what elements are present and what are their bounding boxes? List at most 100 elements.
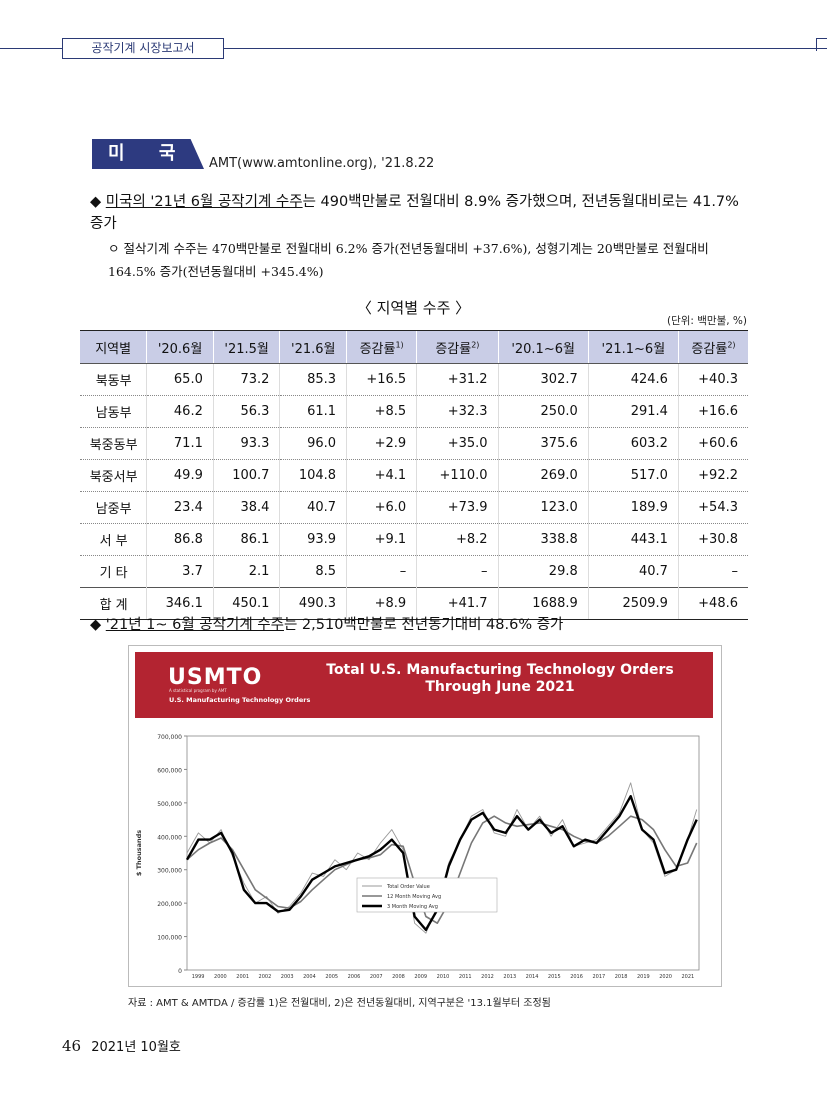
x-tick-label: 2004 bbox=[303, 974, 316, 980]
legend-label: 3 Month Moving Avg bbox=[387, 904, 438, 910]
table-cell: 86.8 bbox=[146, 523, 214, 556]
table-cell: 375.6 bbox=[497, 427, 589, 460]
table-cell: +16.6 bbox=[677, 395, 748, 428]
table-cell: +30.8 bbox=[677, 523, 748, 556]
table-cell: +92.2 bbox=[677, 459, 748, 492]
orders-line-chart: 0 100,000 200,000 300,000 400,000 500,000 600,… bbox=[135, 734, 700, 980]
figure-title: Total U.S. Manufacturing Technology Orde… bbox=[320, 662, 680, 696]
x-tick-label: 2011 bbox=[459, 974, 472, 980]
column-header-label: '20.1~6월 bbox=[511, 341, 575, 357]
table-row: 남동부 46.2 56.3 61.1 +8.5 +32.3 250.0 291.4 +16.6 bbox=[80, 395, 748, 428]
table-cell: +9.1 bbox=[346, 523, 417, 556]
page-footer: 46 2021년 10월호 bbox=[62, 1036, 181, 1055]
sub1-text: 절삭기계 수주는 470백만불로 전월대비 6.2% 증가(전년동월대비 +37… bbox=[108, 241, 709, 279]
x-tick-label: 2021 bbox=[682, 974, 695, 980]
column-header: '20.1~6월 bbox=[497, 330, 589, 364]
table-cell: 424.6 bbox=[587, 363, 679, 396]
x-tick-label: 2015 bbox=[548, 974, 561, 980]
table-cell: 73.2 bbox=[212, 363, 280, 396]
column-header: 증감률2) bbox=[416, 330, 499, 364]
x-tick-label: 2003 bbox=[281, 974, 294, 980]
page-number: 46 bbox=[62, 1037, 82, 1055]
footnote-marker: 2) bbox=[471, 340, 480, 350]
figure-title-line1: Total U.S. Manufacturing Technology Orde… bbox=[326, 662, 674, 678]
table-cell: +8.9 bbox=[346, 587, 417, 620]
x-tick-label: 2014 bbox=[526, 974, 539, 980]
table-cell: 346.1 bbox=[146, 587, 214, 620]
plot-frame bbox=[186, 735, 700, 971]
table-cell: 3.7 bbox=[146, 555, 214, 588]
table-cell: 85.3 bbox=[279, 363, 347, 396]
table-cell: 합 계 bbox=[80, 587, 147, 620]
table-cell: 250.0 bbox=[497, 395, 589, 428]
table-row: 북중동부 71.1 93.3 96.0 +2.9 +35.0 375.6 603.2 +60.6 bbox=[80, 427, 748, 460]
x-tick-label: 2005 bbox=[325, 974, 338, 980]
column-header-label: 증감률 bbox=[691, 341, 728, 357]
figure-title-line2: Through June 2021 bbox=[425, 679, 575, 695]
x-tick-label: 1999 bbox=[192, 974, 205, 980]
region-orders-table: 지역별 '20.6월 '21.5월 '21.6월 증감률1) 증감률2) '20.1~6월 '… bbox=[80, 330, 748, 620]
y-axis-label: $ Thousands bbox=[135, 830, 143, 876]
issue-label: 2021년 10월호 bbox=[91, 1040, 181, 1055]
table-cell: 1688.9 bbox=[497, 587, 589, 620]
table-cell: 86.1 bbox=[212, 523, 280, 556]
figure-caption: 자료 : AMT & AMTDA / 증감률 1)은 전월대비, 2)은 전년동… bbox=[128, 998, 551, 1009]
x-tick-label: 2002 bbox=[259, 974, 272, 980]
x-tick-label: 2007 bbox=[370, 974, 383, 980]
logo-subtitle: U.S. Manufacturing Technology Orders bbox=[169, 696, 311, 704]
x-tick-label: 2009 bbox=[414, 974, 427, 980]
column-header: 증감률2) bbox=[677, 330, 748, 364]
table-row: 북동부 65.0 73.2 85.3 +16.5 +31.2 302.7 424.6 +40.3 bbox=[80, 363, 748, 396]
table-title: 〈 지역별 수주 〉 bbox=[356, 299, 471, 317]
table-cell: 123.0 bbox=[497, 491, 589, 524]
legend-label: 12 Month Moving Avg bbox=[387, 894, 441, 900]
table-cell: – bbox=[416, 555, 499, 588]
column-header: 지역별 bbox=[80, 330, 147, 364]
table-cell: 2.1 bbox=[212, 555, 280, 588]
bullet-june-orders: ◆ 미국의 '21년 6월 공작기계 수주는 490백만불로 전월대비 8.9%… bbox=[90, 191, 750, 235]
table-cell: 61.1 bbox=[279, 395, 347, 428]
x-tick-label: 2000 bbox=[214, 974, 227, 980]
table-row: 합 계 346.1 450.1 490.3 +8.9 +41.7 1688.9 2509.9 +… bbox=[80, 587, 748, 620]
table-cell: 93.9 bbox=[279, 523, 347, 556]
table-cell: 302.7 bbox=[497, 363, 589, 396]
column-header-label: 지역별 bbox=[95, 341, 132, 357]
x-tick-label: 2019 bbox=[637, 974, 650, 980]
country-source: AMT(www.amtonline.org), '21.8.22 bbox=[209, 156, 435, 171]
table-cell: +40.3 bbox=[677, 363, 748, 396]
legend-label: Total Order Value bbox=[386, 884, 430, 890]
logo-tagline: A statistical program by AMT bbox=[169, 688, 227, 693]
table-cell: 71.1 bbox=[146, 427, 214, 460]
table-cell: +8.2 bbox=[416, 523, 499, 556]
header-rule bbox=[0, 48, 827, 49]
x-tick-label: 2020 bbox=[659, 974, 672, 980]
table-cell: 기 타 bbox=[80, 555, 147, 588]
table-cell: +60.6 bbox=[677, 427, 748, 460]
diamond-bullet-icon: ◆ bbox=[90, 617, 102, 633]
y-tick-label: 200,000 bbox=[157, 901, 182, 908]
table-cell: 8.5 bbox=[279, 555, 347, 588]
table-cell: 189.9 bbox=[587, 491, 679, 524]
orders-figure: USMTO A statistical program by AMT U.S. … bbox=[128, 645, 722, 987]
table-cell: 450.1 bbox=[212, 587, 280, 620]
table-cell: 29.8 bbox=[497, 555, 589, 588]
table-cell: 291.4 bbox=[587, 395, 679, 428]
y-tick-label: 0 bbox=[178, 968, 182, 975]
table-row: 남중부 23.4 38.4 40.7 +6.0 +73.9 123.0 189.9 +54.3 bbox=[80, 491, 748, 524]
x-tick-label: 2001 bbox=[236, 974, 249, 980]
column-header-label: '21.1~6월 bbox=[601, 341, 666, 357]
table-cell: +4.1 bbox=[346, 459, 417, 492]
table-cell: 490.3 bbox=[279, 587, 347, 620]
table-cell: 2509.9 bbox=[587, 587, 679, 620]
y-tick-label: 700,000 bbox=[157, 734, 182, 741]
bullet-h1-orders: ◆ '21년 1~ 6월 공작기계 수주는 2,510백만불로 전년동기대비 4… bbox=[90, 613, 563, 634]
table-cell: 서 부 bbox=[80, 523, 147, 556]
table-cell: +73.9 bbox=[416, 491, 499, 524]
y-tick-label: 300,000 bbox=[157, 868, 182, 875]
table-cell: 38.4 bbox=[212, 491, 280, 524]
table-cell: 남동부 bbox=[80, 395, 147, 428]
column-header-label: 증감률 bbox=[435, 341, 472, 357]
y-tick-label: 100,000 bbox=[157, 935, 182, 942]
y-tick-label: 500,000 bbox=[157, 801, 182, 808]
x-tick-label: 2012 bbox=[481, 974, 494, 980]
